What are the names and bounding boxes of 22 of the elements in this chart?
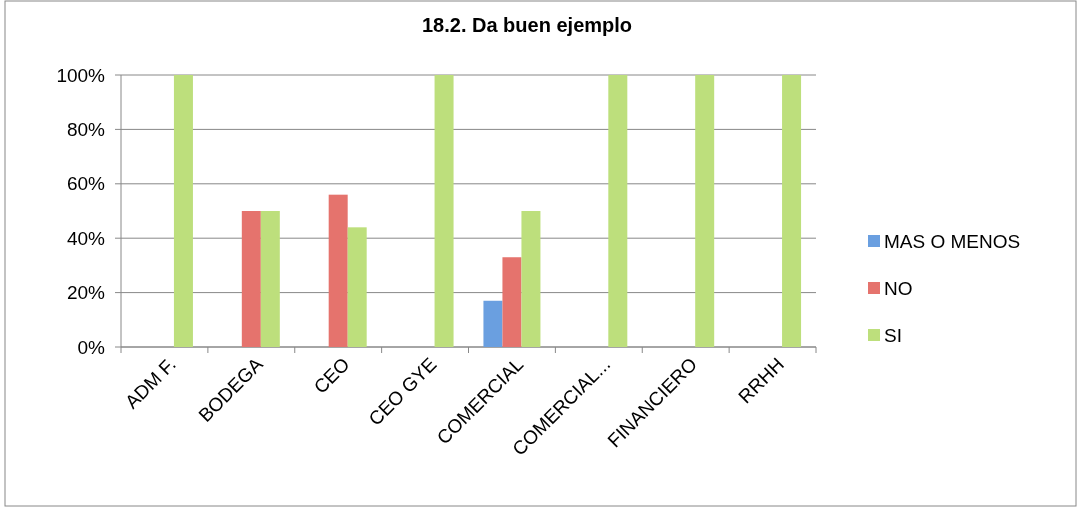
bar: [483, 300, 503, 347]
bar: [502, 257, 522, 347]
bar: [782, 75, 802, 347]
y-tick-label: 80%: [66, 118, 106, 140]
y-tick-label: 0%: [77, 336, 106, 358]
bar: [434, 75, 454, 347]
y-tick-label: 100%: [56, 64, 106, 86]
bar: [328, 194, 348, 347]
bar: [347, 227, 367, 347]
legend-label: MAS O MENOS: [884, 230, 1021, 252]
bar: [608, 75, 628, 347]
bar: [260, 211, 280, 347]
bar: [241, 211, 261, 347]
chart-title: 18.2. Da buen ejemplo: [421, 14, 633, 36]
bar: [521, 211, 541, 347]
y-tick-label: 40%: [66, 227, 106, 249]
y-tick-label: 20%: [66, 282, 106, 304]
y-tick-label: 60%: [66, 173, 106, 195]
legend-label: SI: [884, 324, 902, 346]
legend-label: NO: [884, 277, 913, 299]
bar: [173, 75, 193, 347]
bar: [695, 75, 715, 347]
